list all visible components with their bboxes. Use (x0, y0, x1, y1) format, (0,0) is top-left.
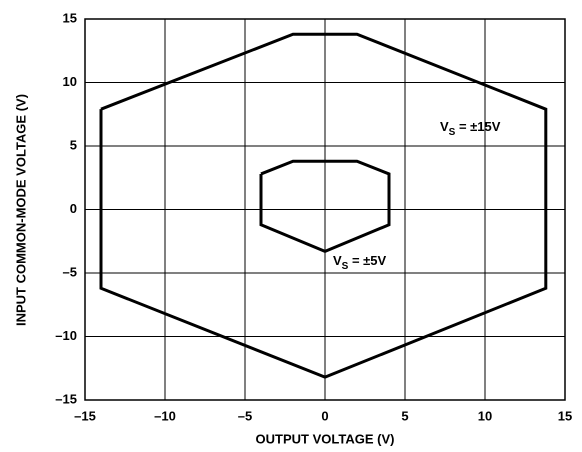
y-tick-label: 10 (63, 74, 77, 89)
y-axis-title: INPUT COMMON-MODE VOLTAGE (V) (13, 94, 28, 326)
plot-frame (84, 18, 566, 401)
label-rest: = ±5V (348, 253, 386, 268)
label-sub: S (449, 127, 456, 138)
x-axis-title: OUTPUT VOLTAGE (V) (256, 431, 395, 446)
label-main: V (333, 253, 342, 268)
y-tick-label: 0 (70, 201, 77, 216)
label-main: V (440, 119, 449, 134)
x-tick-label: –10 (154, 408, 176, 423)
x-tick-label: 5 (401, 408, 408, 423)
x-tick-label: 0 (321, 408, 328, 423)
series-label: VS = ±15V (440, 119, 501, 137)
x-tick-label: 10 (478, 408, 492, 423)
series-line (99, 32, 548, 379)
label-sub: S (342, 261, 349, 272)
x-tick-label: –5 (238, 408, 252, 423)
x-tick-label: –15 (74, 408, 96, 423)
y-tick-label: –10 (55, 328, 77, 343)
y-tick-label: 15 (63, 10, 77, 25)
series-line (259, 159, 391, 254)
series-label: VS = ±5V (333, 253, 387, 271)
y-tick-label: 5 (70, 137, 77, 152)
y-tick-label: –15 (55, 391, 77, 406)
label-rest: = ±15V (455, 119, 500, 134)
y-tick-label: –5 (63, 264, 77, 279)
x-tick-label: 15 (558, 408, 572, 423)
